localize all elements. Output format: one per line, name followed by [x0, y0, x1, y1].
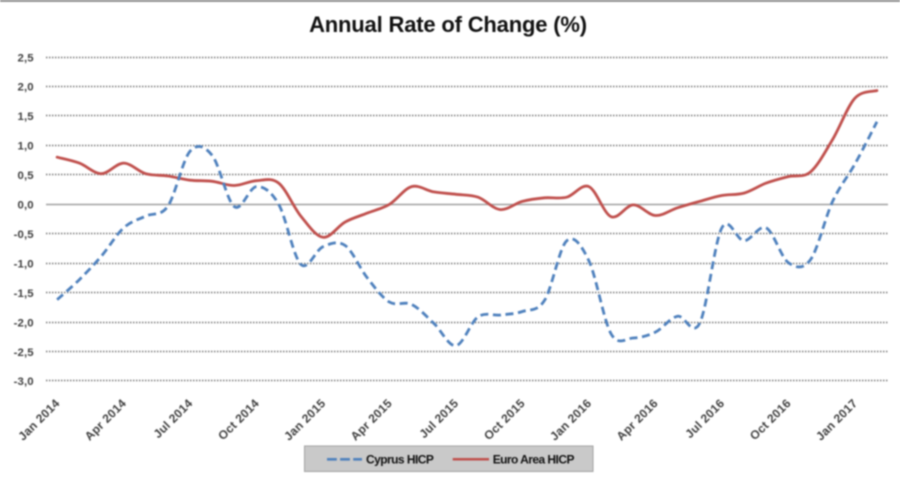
svg-text:-2,5: -2,5: [14, 347, 35, 359]
svg-text:1,0: 1,0: [18, 141, 34, 153]
svg-text:Cyprus HICP: Cyprus HICP: [366, 452, 434, 466]
svg-text:-1,0: -1,0: [14, 258, 34, 270]
svg-text:-3,0: -3,0: [14, 376, 34, 388]
svg-text:-1,5: -1,5: [14, 288, 35, 300]
svg-text:-2,0: -2,0: [14, 317, 34, 329]
svg-text:2,5: 2,5: [18, 52, 35, 64]
svg-text:0,5: 0,5: [18, 170, 35, 182]
svg-text:Euro Area HICP: Euro Area HICP: [493, 452, 575, 466]
svg-text:2,0: 2,0: [18, 82, 34, 94]
svg-text:-0,5: -0,5: [14, 229, 35, 241]
svg-text:1,5: 1,5: [18, 111, 35, 123]
svg-text:0,0: 0,0: [18, 200, 34, 212]
